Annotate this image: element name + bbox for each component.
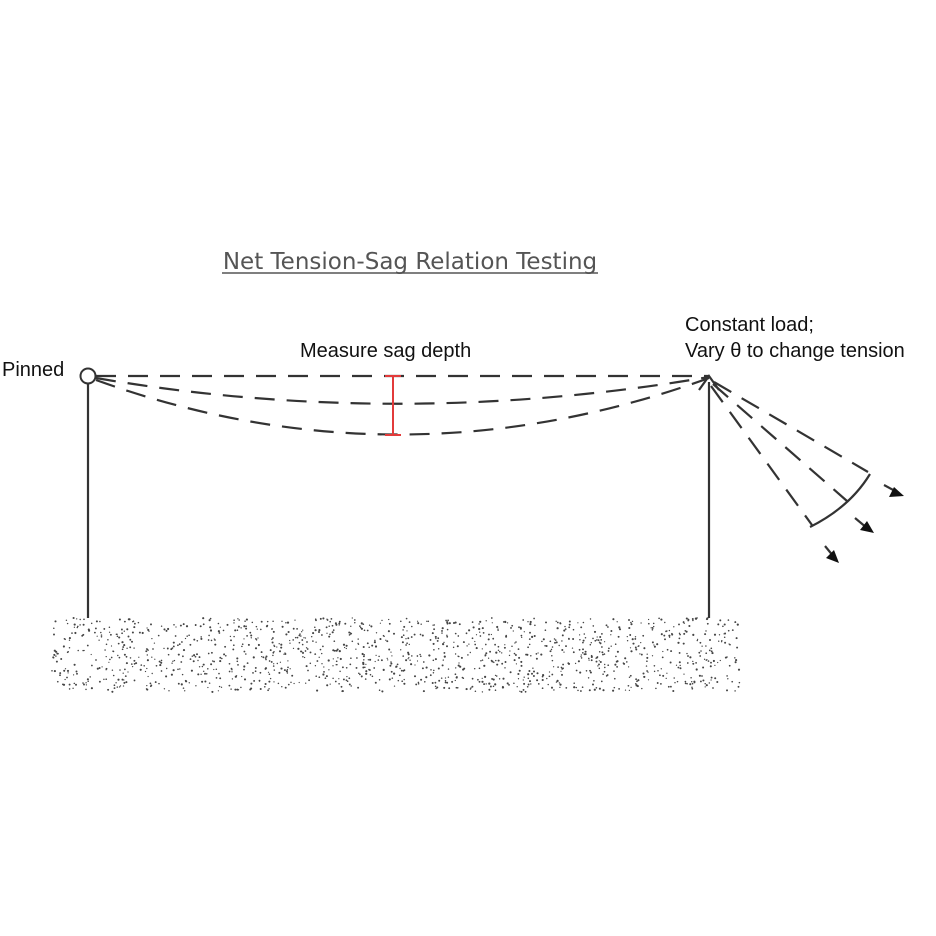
net-line-sag-small xyxy=(95,375,710,405)
measure-sag-label: Measure sag depth xyxy=(300,340,471,362)
pinned-joint-icon xyxy=(79,367,97,385)
load-arrow-icon xyxy=(883,484,904,497)
load-arrow-icon xyxy=(854,517,874,533)
theta-arc xyxy=(809,473,871,528)
load-line-shallow xyxy=(713,381,869,473)
sag-depth-marker xyxy=(385,375,401,436)
load-line-steep xyxy=(710,385,813,526)
net-line-sag-large xyxy=(95,376,710,436)
pinned-label: Pinned xyxy=(2,359,64,381)
load-label-line1: Constant load; xyxy=(685,314,814,336)
load-line-middle xyxy=(712,383,848,502)
load-arrow-icon xyxy=(824,545,839,563)
load-label-line2: Vary θ to change tension xyxy=(685,340,905,362)
diagram-title: Net Tension-Sag Relation Testing xyxy=(223,249,597,275)
ground-stipple xyxy=(51,616,741,693)
